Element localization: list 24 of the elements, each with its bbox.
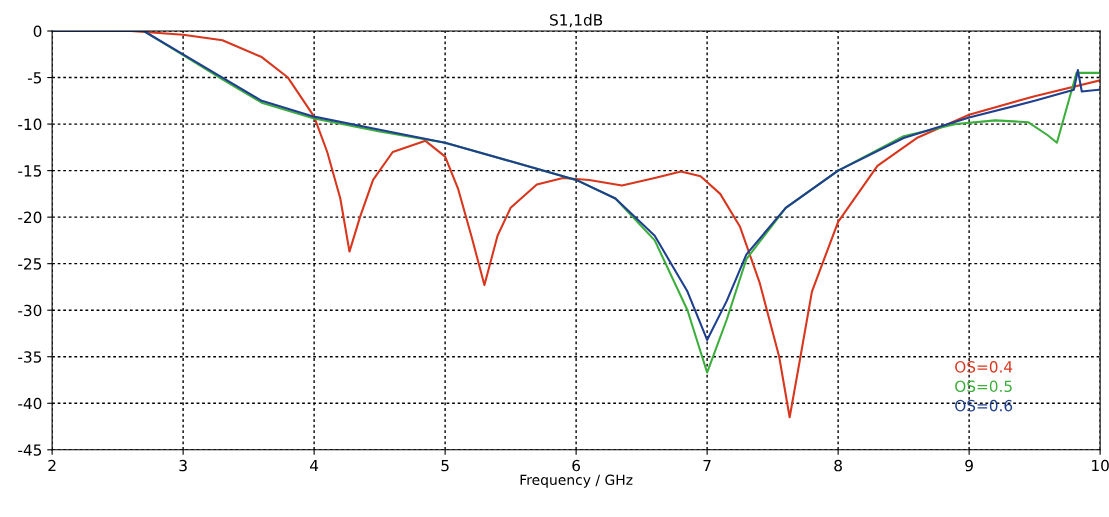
x-tick-label: 3 xyxy=(179,459,187,472)
y-tick-label: -20 xyxy=(18,211,42,224)
y-tick-label: -15 xyxy=(18,165,42,177)
x-tick-label: 4 xyxy=(310,459,319,472)
x-tick-label: 8 xyxy=(834,459,842,472)
x-axis-title: Frequency / GHz xyxy=(520,474,633,488)
x-tick-label: 5 xyxy=(441,459,449,472)
y-tick-label: -35 xyxy=(18,351,42,363)
y-tick-label: -30 xyxy=(18,304,42,317)
text: OS=0.5 xyxy=(955,380,1012,393)
y-tick-label: -45 xyxy=(18,444,42,456)
y-tick-label: -25 xyxy=(18,258,42,270)
x-tick-label: 2 xyxy=(48,459,56,472)
x-tick-label: 9 xyxy=(965,459,973,472)
y-tick-label: -40 xyxy=(18,397,42,410)
y-tick-label: 0 xyxy=(33,25,42,38)
chart-title: S1,1dB xyxy=(550,13,603,28)
x-tick-label: 7 xyxy=(703,459,711,472)
y-tick-label: -5 xyxy=(27,72,42,84)
text: OS=0.6 xyxy=(955,399,1013,412)
text: OS=0.4 xyxy=(955,361,1013,373)
x-tick-label: 10 xyxy=(1092,459,1109,472)
y-tick-label: -10 xyxy=(18,118,42,131)
x-tick-label: 6 xyxy=(572,459,581,472)
